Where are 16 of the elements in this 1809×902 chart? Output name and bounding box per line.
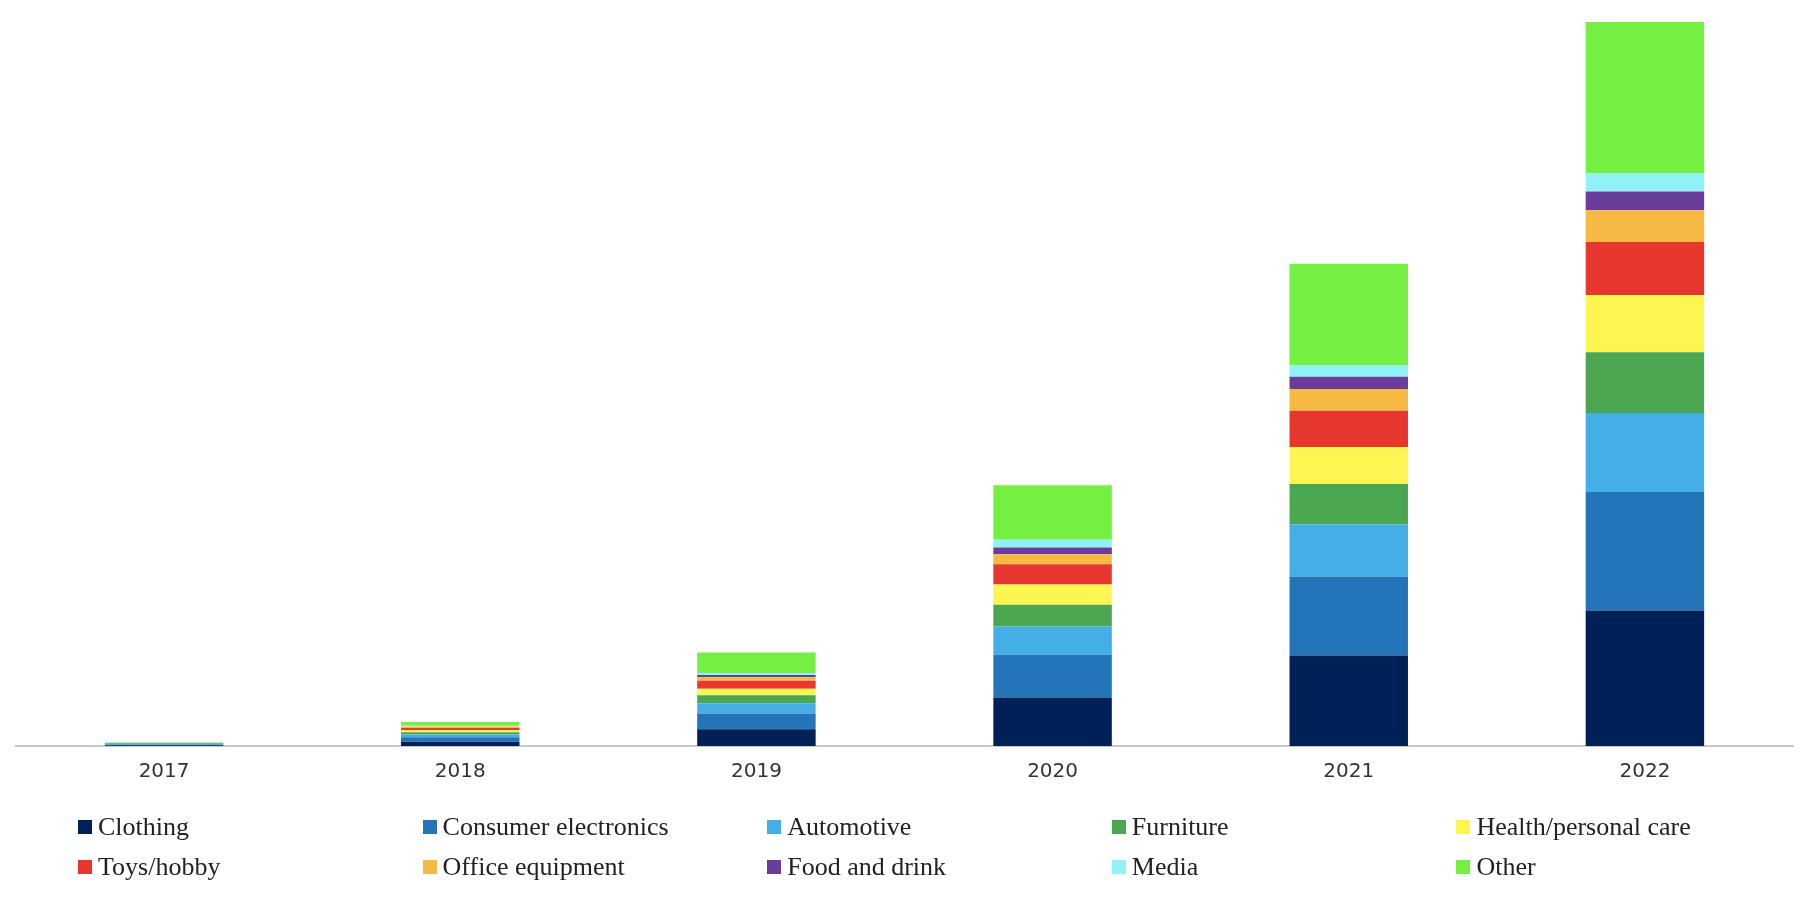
legend-label: Furniture (1131, 812, 1229, 842)
legend-label: Automotive (787, 812, 912, 842)
x-tick-label: 2017 (138, 758, 190, 783)
x-tick-label: 2018 (434, 758, 486, 783)
legend-label: Consumer electronics (442, 812, 669, 842)
x-tick-label: 2020 (1027, 758, 1079, 783)
legend-label: Office equipment (442, 852, 625, 882)
legend-label: Health/personal care (1476, 812, 1691, 842)
legend-label: Clothing (98, 812, 190, 842)
legend-label: Toys/hobby (98, 852, 221, 882)
legend-label: Other (1476, 852, 1536, 882)
legend-label: Food and drink (787, 852, 947, 882)
x-tick-label: 2021 (1323, 758, 1375, 783)
x-tick-label: 2022 (1619, 758, 1671, 783)
legend-label: Media (1131, 852, 1199, 882)
x-tick-label: 2019 (730, 758, 782, 783)
